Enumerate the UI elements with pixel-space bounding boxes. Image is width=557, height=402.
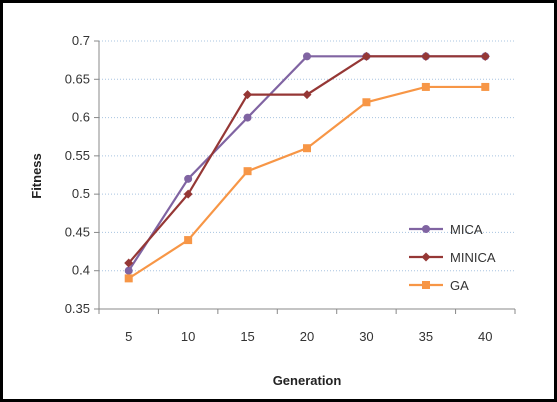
y-tick-label: 0.45 xyxy=(65,224,90,239)
data-point-ga xyxy=(303,144,311,153)
data-point-mica xyxy=(303,52,311,61)
data-point-mica xyxy=(184,174,193,183)
x-tick-label: 40 xyxy=(478,329,492,344)
data-point-minica xyxy=(480,51,490,61)
data-point-minica xyxy=(302,90,312,100)
x-tick-label: 5 xyxy=(125,329,132,344)
x-axis-title: Generation xyxy=(273,373,342,388)
data-point-ga xyxy=(481,82,490,91)
y-tick-label: 0.6 xyxy=(72,110,90,125)
legend-marker xyxy=(422,225,430,233)
gridlines xyxy=(99,40,515,272)
axes xyxy=(94,40,516,314)
series-line-mica xyxy=(127,55,486,272)
data-point-ga xyxy=(362,98,371,107)
legend-label: MINICA xyxy=(450,250,496,265)
y-tick-label: 0.7 xyxy=(72,33,90,48)
y-tick-label: 0.65 xyxy=(65,71,90,86)
x-tick-labels: 5 10 15 20 30 35 40 xyxy=(125,329,492,344)
data-point-minica xyxy=(421,51,431,61)
y-tick-labels: 0.35 0.4 0.45 0.5 0.55 0.6 0.65 0.7 xyxy=(65,33,90,316)
y-axis-title: Fitness xyxy=(29,153,44,199)
data-point-minica xyxy=(183,189,193,199)
y-tick-label: 0.5 xyxy=(72,186,90,201)
x-tick-label: 15 xyxy=(240,329,254,344)
legend-label: MICA xyxy=(450,222,483,237)
y-tick-label: 0.4 xyxy=(72,263,90,278)
data-point-ga xyxy=(243,167,252,176)
series-ga xyxy=(124,82,490,283)
series-group xyxy=(124,51,490,283)
data-point-minica xyxy=(124,258,134,268)
data-point-mica xyxy=(243,113,252,122)
data-point-ga xyxy=(421,82,430,91)
y-tick-label: 0.55 xyxy=(65,148,90,163)
x-tick-label: 35 xyxy=(419,329,433,344)
legend-item-ga: GA xyxy=(409,278,469,293)
legend-item-minica: MINICA xyxy=(409,250,496,265)
data-point-ga xyxy=(184,236,193,245)
legend-label: GA xyxy=(450,278,469,293)
x-tick-label: 30 xyxy=(359,329,373,344)
legend-item-mica: MICA xyxy=(409,222,483,237)
legend-marker xyxy=(422,281,430,289)
legend-marker xyxy=(421,252,431,262)
legend: MICA MINICA GA xyxy=(409,222,496,293)
series-minica xyxy=(124,51,490,268)
x-tick-label: 10 xyxy=(181,329,195,344)
series-mica xyxy=(124,52,490,275)
data-point-minica xyxy=(361,51,371,61)
data-point-minica xyxy=(243,90,253,100)
data-point-ga xyxy=(124,274,133,283)
x-tick-label: 20 xyxy=(300,329,314,344)
data-point-mica xyxy=(124,266,133,275)
series-line-ga xyxy=(128,85,486,280)
y-tick-label: 0.35 xyxy=(65,301,90,316)
